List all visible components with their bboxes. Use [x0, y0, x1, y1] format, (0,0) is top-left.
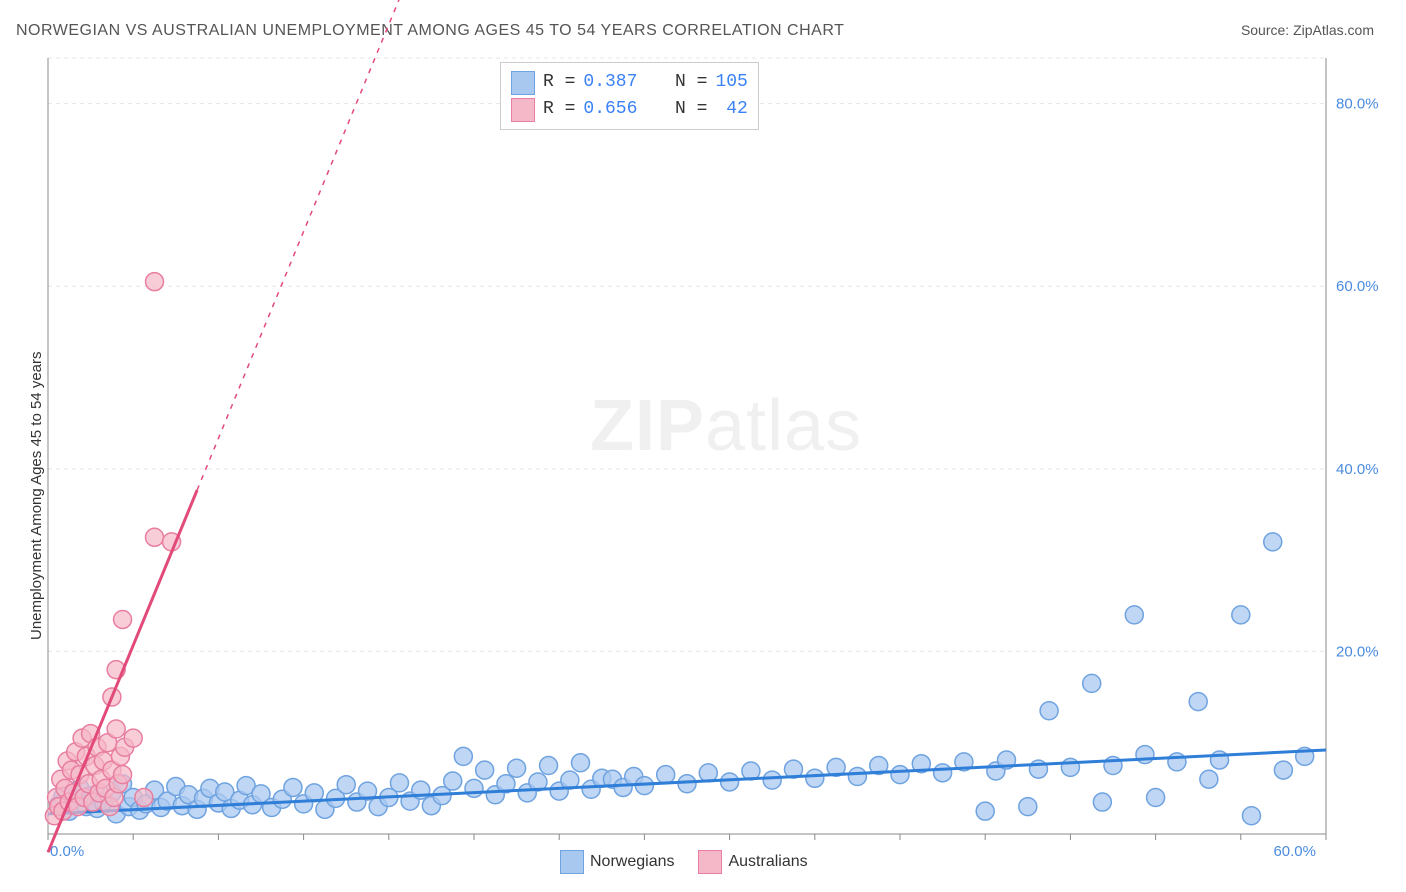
legend-item: Norwegians	[560, 850, 674, 874]
y-tick-label: 80.0%	[1336, 96, 1379, 113]
data-point	[124, 729, 142, 747]
data-point	[806, 769, 824, 787]
y-tick-label: 60.0%	[1336, 278, 1379, 295]
data-point	[337, 776, 355, 794]
data-point	[1168, 753, 1186, 771]
data-point	[848, 767, 866, 785]
data-point	[1125, 606, 1143, 624]
stat-n-value: 105	[715, 69, 747, 96]
stat-r-label: R =	[543, 96, 575, 123]
data-point	[146, 273, 164, 291]
data-point	[508, 759, 526, 777]
stat-n-label: N =	[675, 69, 707, 96]
data-point	[146, 528, 164, 546]
y-tick-label: 40.0%	[1336, 461, 1379, 478]
stat-row: R = 0.387 N = 105	[511, 69, 748, 96]
x-tick-label: 60.0%	[1273, 843, 1316, 860]
data-point	[891, 766, 909, 784]
x-tick-label: 0.0%	[50, 843, 84, 860]
stat-row: R = 0.656 N = 42	[511, 96, 748, 123]
y-tick-label: 20.0%	[1336, 643, 1379, 660]
data-point	[540, 757, 558, 775]
data-point	[1200, 770, 1218, 788]
correlation-stats-box: R = 0.387 N = 105 R = 0.656 N = 42	[500, 62, 759, 130]
data-point	[976, 802, 994, 820]
legend-item: Australians	[698, 850, 807, 874]
legend-swatch	[560, 850, 584, 874]
data-point	[114, 610, 132, 628]
legend-swatch	[698, 850, 722, 874]
data-point	[107, 720, 125, 738]
data-point	[135, 788, 153, 806]
data-point	[444, 772, 462, 790]
data-point	[1189, 693, 1207, 711]
chart-source: Source: ZipAtlas.com	[1241, 22, 1374, 38]
chart-svg: 20.0%40.0%60.0%80.0%0.0%60.0%	[48, 58, 1326, 834]
stat-r-label: R =	[543, 69, 575, 96]
y-axis-label: Unemployment Among Ages 45 to 54 years	[28, 351, 45, 640]
data-point	[763, 771, 781, 789]
data-point	[1147, 788, 1165, 806]
regression-line-dashed	[197, 0, 431, 490]
stat-n-value: 42	[715, 96, 747, 123]
data-point	[1232, 606, 1250, 624]
data-point	[1264, 533, 1282, 551]
stat-n-label: N =	[675, 96, 707, 123]
stat-swatch	[511, 71, 535, 95]
data-point	[934, 764, 952, 782]
data-point	[390, 774, 408, 792]
data-point	[114, 766, 132, 784]
data-point	[465, 779, 483, 797]
data-point	[678, 775, 696, 793]
chart-title: NORWEGIAN VS AUSTRALIAN UNEMPLOYMENT AMO…	[16, 22, 844, 40]
data-point	[1242, 807, 1260, 825]
legend-label: Australians	[728, 853, 807, 870]
data-point	[284, 778, 302, 796]
data-point	[1040, 702, 1058, 720]
legend-label: Norwegians	[590, 853, 674, 870]
source-link[interactable]: ZipAtlas.com	[1293, 22, 1374, 38]
data-point	[1093, 793, 1111, 811]
data-point	[1019, 798, 1037, 816]
source-label: Source:	[1241, 22, 1293, 38]
data-point	[476, 761, 494, 779]
data-point	[1274, 761, 1292, 779]
stat-swatch	[511, 98, 535, 122]
stat-r-value: 0.656	[583, 96, 637, 123]
data-point	[1083, 674, 1101, 692]
stat-r-value: 0.387	[583, 69, 637, 96]
data-point	[454, 747, 472, 765]
data-point	[657, 766, 675, 784]
data-point	[572, 754, 590, 772]
plot-area: 20.0%40.0%60.0%80.0%0.0%60.0%	[48, 58, 1326, 834]
data-point	[721, 773, 739, 791]
series-legend: Norwegians Australians	[560, 850, 808, 874]
